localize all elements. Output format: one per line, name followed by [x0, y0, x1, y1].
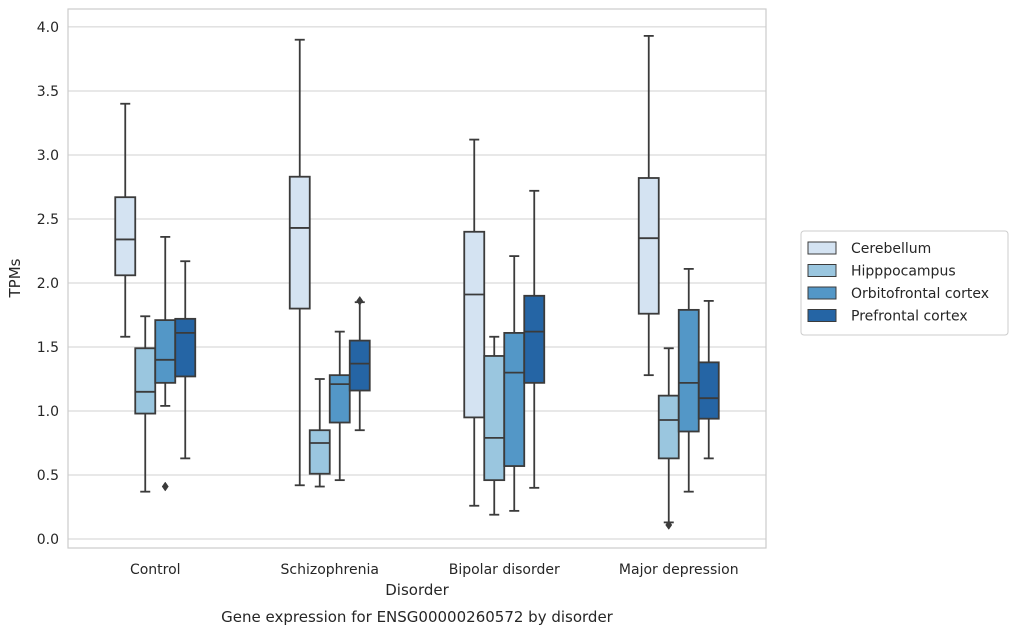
figure-caption: Gene expression for ENSG00000260572 by d…: [221, 608, 614, 626]
box-iqr: [288, 175, 311, 310]
legend-label: Hipppocampus: [851, 264, 956, 280]
box-2-1: [328, 330, 351, 482]
legend-swatch: [807, 264, 837, 277]
box-iqr: [677, 308, 700, 433]
legend-label: Orbitofrontal cortex: [851, 286, 989, 302]
y-axis-label: TPMs: [6, 258, 24, 298]
box-iqr: [328, 374, 351, 424]
box-1-2: [483, 335, 506, 516]
box-0-3: [637, 34, 660, 377]
x-tick-label: Bipolar disorder: [449, 562, 560, 578]
legend-label: Cerebellum: [851, 241, 931, 257]
box-0-1: [288, 38, 311, 487]
box-0-0: [114, 102, 137, 338]
box-1-1: [308, 378, 331, 488]
plot-frame: [67, 8, 767, 549]
box-2-2: [503, 255, 526, 512]
box-iqr: [348, 339, 371, 392]
x-tick-label: Control: [130, 562, 181, 578]
outlier-point: [356, 295, 364, 306]
box-iqr: [134, 347, 157, 415]
box-iqr: [154, 319, 177, 384]
box-iqr: [657, 394, 680, 460]
box-iqr: [697, 361, 720, 420]
outlier-point: [161, 481, 169, 492]
y-tick-label: 1.0: [37, 404, 59, 420]
x-axis-label: Disorder: [385, 581, 449, 599]
box-iqr: [174, 317, 197, 378]
y-tick-label: 2.5: [37, 212, 59, 228]
plot-area: 0.0 0.5 1.0 1.5 2.0 2.5 3.0 3.5 4.0 Control Schizo…: [37, 8, 767, 578]
y-tick-label: 3.5: [37, 84, 59, 100]
box-3-3: [697, 300, 720, 460]
box-2-0: [154, 235, 177, 492]
y-tick-label: 0.0: [37, 532, 59, 548]
legend-swatch: [807, 241, 837, 255]
legend-swatch: [807, 286, 837, 300]
box-0-2: [463, 138, 486, 507]
box-iqr: [308, 429, 331, 475]
box-iqr: [463, 230, 486, 419]
y-tick-label: 0.5: [37, 468, 59, 484]
x-tick-label: Schizophrenia: [281, 562, 379, 578]
legend-swatch: [807, 309, 837, 322]
box-iqr: [483, 355, 506, 482]
box-iqr: [523, 294, 546, 384]
box-iqr: [503, 332, 526, 467]
x-tick-label: Major depression: [619, 562, 739, 578]
legend-frame: [800, 230, 1009, 336]
box-3-0: [174, 260, 197, 460]
box-iqr: [637, 177, 660, 315]
box-3-1: [348, 295, 371, 432]
box-1-3: [657, 347, 680, 530]
legend: Cerebellum Hipppocampus Orbitofrontal cort…: [800, 230, 1009, 336]
y-tick-label: 2.0: [37, 276, 59, 292]
y-tick-label: 4.0: [37, 20, 59, 36]
box-3-2: [523, 189, 546, 489]
y-tick-label: 1.5: [37, 340, 59, 356]
outlier-point: [665, 520, 673, 530]
legend-label: Prefrontal cortex: [851, 309, 968, 325]
box-iqr: [114, 196, 137, 277]
y-tick-label: 3.0: [37, 148, 59, 164]
